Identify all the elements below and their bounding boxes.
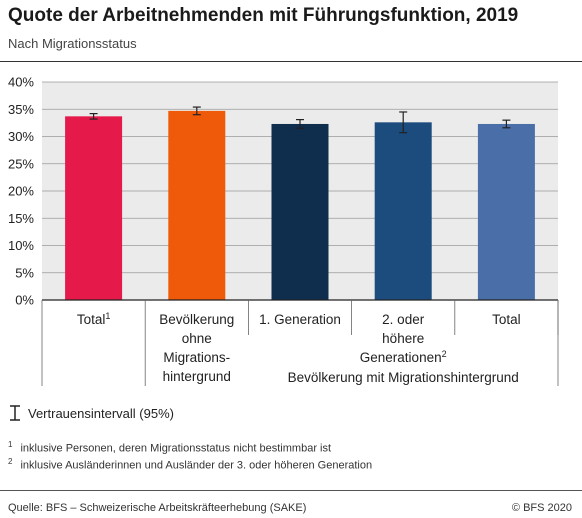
- category-label: Total1: [77, 311, 111, 327]
- chart-title: Quote der Arbeitnehmenden mit Führungsfu…: [8, 5, 519, 26]
- bar-chart: 0% 5% 10% 15% 20% 25% 30% 35% 40% Total1 Bevölker…: [8, 75, 559, 386]
- bar: [168, 110, 226, 300]
- bottom-divider: [0, 490, 582, 491]
- y-tick-label: 40%: [8, 75, 34, 90]
- y-tick-label: 35%: [8, 102, 34, 117]
- category-label: Migrations-: [163, 350, 230, 365]
- category-label: Bevölkerung: [159, 312, 234, 327]
- bar: [477, 123, 535, 300]
- bar: [65, 116, 123, 301]
- source-note: Quelle: BFS – Schweizerische Arbeitskräf…: [8, 502, 307, 514]
- y-tick-label: 25%: [8, 156, 34, 171]
- copyright: © BFS 2020: [511, 502, 572, 514]
- y-tick-label: 30%: [8, 129, 34, 144]
- group-label: Bevölkerung mit Migrationshintergrund: [288, 370, 519, 385]
- top-divider: [0, 61, 582, 62]
- category-labels-layer: Total1 Bevölkerung ohne Migrations-hintergr…: [77, 311, 521, 385]
- bars-layer: [65, 110, 535, 301]
- footnote-2: 2 inklusive Ausländerinnen und Ausländer …: [8, 457, 373, 472]
- category-label: 1. Generation: [259, 312, 341, 327]
- error-bars-layer: [89, 106, 511, 134]
- y-tick-label: 20%: [8, 184, 34, 199]
- legend-ci-label: Vertrauensintervall (95%): [28, 406, 174, 421]
- category-label: 2. oder: [382, 312, 425, 327]
- bar: [271, 123, 329, 300]
- legend: Vertrauensintervall (95%): [8, 402, 174, 421]
- bar: [374, 122, 432, 300]
- category-label: ohne: [182, 331, 212, 346]
- y-tick-label: 10%: [8, 238, 34, 253]
- chart-subtitle: Nach Migrationsstatus: [8, 36, 137, 51]
- category-label: Total: [492, 312, 521, 327]
- y-tick-label: 15%: [8, 211, 34, 226]
- category-label: höhere: [382, 331, 424, 346]
- confidence-interval-icon: [10, 405, 20, 421]
- y-tick-label: 0%: [15, 293, 34, 308]
- category-label: Generationen2: [360, 349, 447, 365]
- footnote-1: 1 inklusive Personen, deren Migrationssta…: [8, 440, 332, 455]
- y-tick-label: 5%: [15, 265, 34, 280]
- category-label: hintergrund: [163, 369, 231, 384]
- axis-layer: 0% 5% 10% 15% 20% 25% 30% 35% 40%: [8, 75, 559, 386]
